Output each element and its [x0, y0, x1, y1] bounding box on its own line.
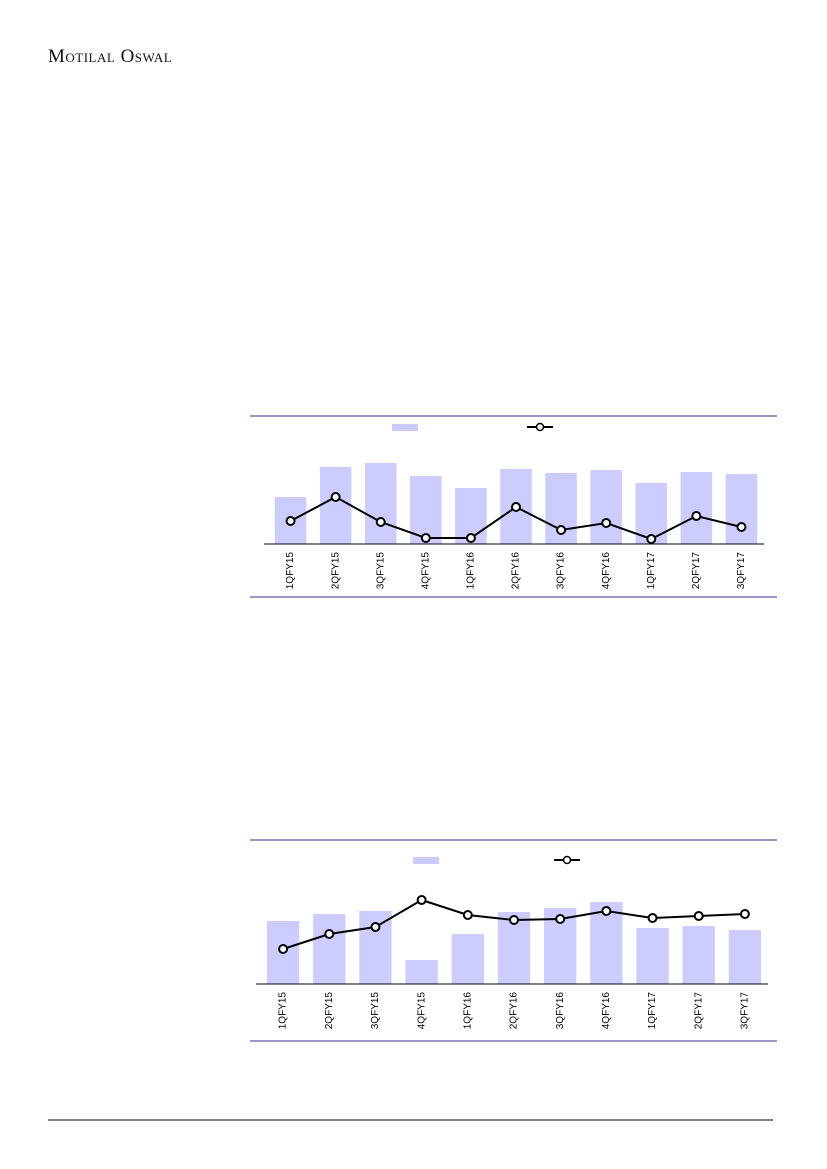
line-marker	[646, 534, 657, 544]
bar	[680, 472, 713, 544]
legend-marker	[535, 422, 545, 432]
line-marker	[691, 511, 702, 521]
line-marker	[555, 914, 566, 924]
x-tick-label: 2QFY15	[330, 552, 341, 590]
line-marker	[278, 944, 289, 954]
line-marker	[556, 525, 567, 535]
bar	[590, 470, 622, 544]
bar	[313, 914, 346, 984]
x-tick-label: 3QFY15	[375, 552, 386, 590]
line-marker	[416, 895, 427, 905]
line-marker	[465, 533, 476, 543]
legend-marker	[562, 855, 572, 865]
x-tick-label: 4QFY15	[420, 552, 431, 590]
bar	[728, 930, 762, 984]
bar	[636, 928, 669, 984]
line-marker	[330, 492, 341, 502]
line-marker	[370, 922, 381, 932]
x-tick-label: 3QFY15	[370, 992, 381, 1030]
bar	[725, 474, 758, 544]
line-marker	[462, 910, 473, 920]
line-marker	[511, 502, 521, 512]
x-tick-label: 1QFY17	[646, 552, 657, 590]
x-tick-label: 4QFY16	[601, 552, 612, 590]
x-tick-label: 3QFY17	[740, 992, 751, 1030]
line-marker	[420, 533, 431, 543]
bar	[364, 463, 397, 544]
x-tick-label: 3QFY17	[736, 552, 747, 590]
bar	[405, 960, 438, 984]
x-tick-label: 2QFY16	[509, 992, 520, 1030]
line-marker	[285, 516, 296, 526]
line-marker	[647, 913, 658, 923]
line-marker	[375, 517, 386, 527]
line-marker	[601, 518, 612, 528]
x-tick-label: 1QFY16	[466, 552, 477, 590]
bar	[359, 911, 392, 984]
brand: Motilal Oswal	[48, 46, 173, 67]
bar	[682, 926, 715, 984]
line-marker	[693, 911, 704, 921]
bar	[410, 476, 442, 544]
x-tick-label: 1QFY15	[285, 552, 296, 590]
line-marker	[739, 909, 750, 919]
x-tick-label: 4QFY15	[416, 992, 427, 1030]
legend-swatch	[392, 424, 418, 431]
x-tick-label: 1QFY16	[462, 992, 473, 1030]
line-marker	[509, 915, 519, 925]
line-marker	[601, 906, 612, 916]
legend-swatch	[413, 857, 439, 864]
x-tick-label: 1QFY15	[278, 992, 289, 1030]
bar	[319, 467, 352, 544]
line-marker	[324, 929, 335, 939]
x-tick-label: 3QFY16	[556, 552, 567, 590]
bar	[451, 934, 484, 984]
x-tick-label: 3QFY16	[555, 992, 566, 1030]
line-marker	[736, 522, 747, 532]
x-tick-label: 2QFY15	[324, 992, 335, 1030]
x-tick-label: 2QFY16	[511, 552, 522, 590]
x-tick-label: 2QFY17	[691, 552, 702, 590]
x-tick-label: 4QFY16	[601, 992, 612, 1030]
x-tick-label: 1QFY17	[647, 992, 658, 1030]
x-tick-label: 2QFY17	[693, 992, 704, 1030]
